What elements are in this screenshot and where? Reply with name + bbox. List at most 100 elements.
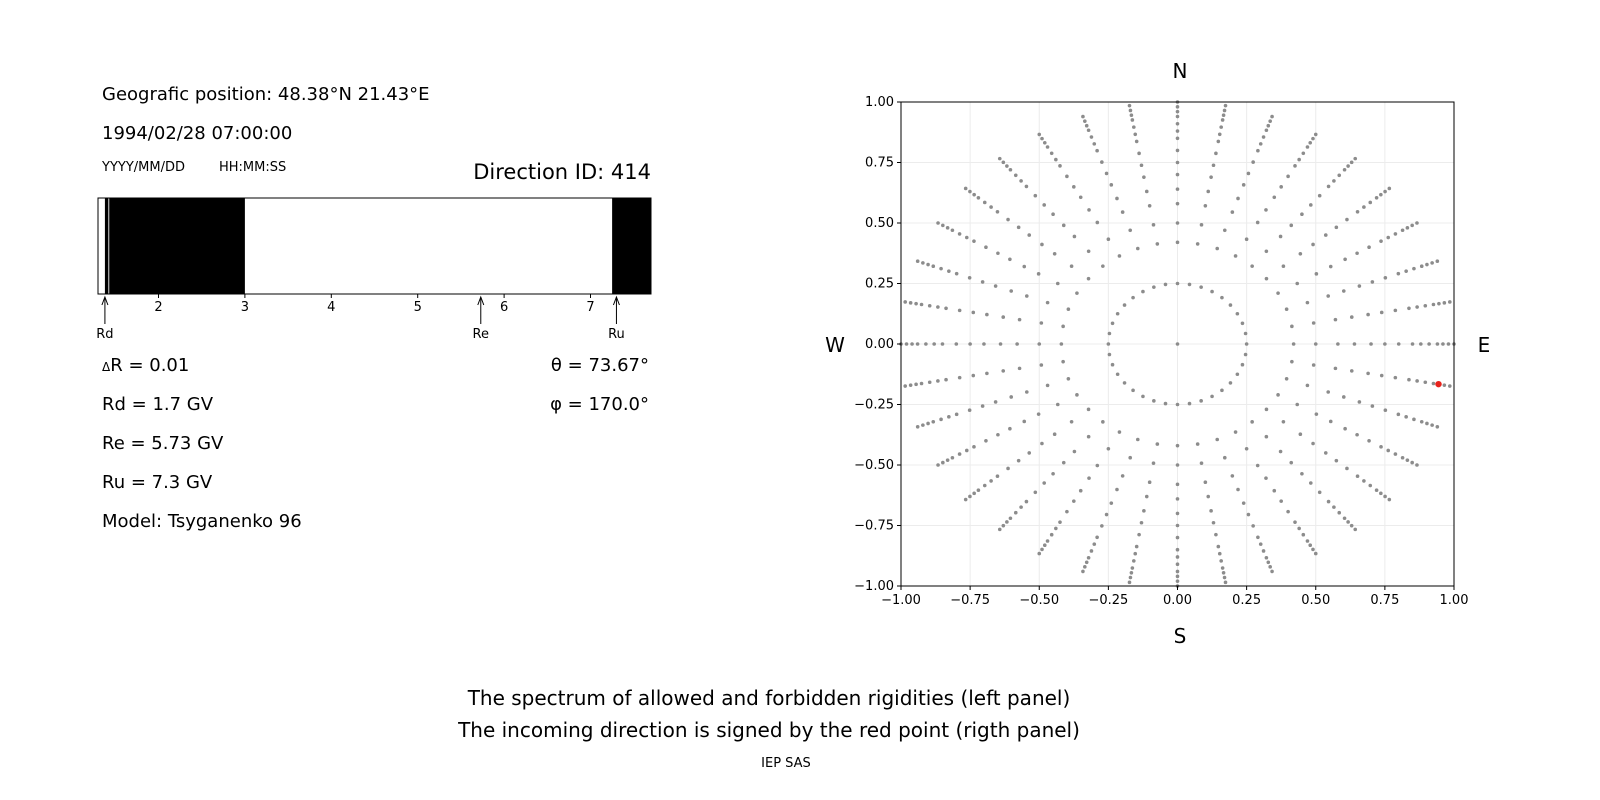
- direction-point: [1410, 342, 1415, 346]
- incoming-direction-point: [1435, 380, 1442, 388]
- direction-point: [1353, 156, 1358, 161]
- direction-point: [1052, 432, 1057, 437]
- direction-point: [1203, 203, 1208, 208]
- direction-point: [1027, 233, 1032, 237]
- direction-point: [1095, 463, 1100, 468]
- compass-north: N: [1173, 59, 1188, 83]
- direction-point: [1222, 108, 1227, 113]
- direction-point: [919, 381, 924, 386]
- theta-value: θ = 73.67°: [550, 355, 649, 376]
- direction-point: [1415, 379, 1419, 383]
- direction-point: [1086, 128, 1091, 133]
- direction-point: [919, 302, 924, 307]
- direction-point: [1122, 381, 1127, 385]
- direction-point: [1175, 574, 1180, 579]
- direction-point: [1217, 551, 1222, 556]
- direction-point: [1081, 114, 1085, 119]
- direction-point: [1311, 547, 1315, 552]
- direction-point: [1058, 164, 1062, 168]
- direction-point: [932, 342, 936, 346]
- direction-point: [1244, 237, 1249, 242]
- direction-point: [1045, 383, 1050, 388]
- direction-point: [1228, 303, 1233, 307]
- direction-point: [1243, 352, 1248, 357]
- direction-point: [1211, 520, 1216, 525]
- time-format-label: HH:MM:SS: [219, 160, 287, 175]
- direction-point: [1236, 196, 1240, 201]
- direction-point: [1036, 412, 1041, 416]
- direction-point: [1137, 151, 1141, 156]
- marker-label-Rd: Rd: [96, 327, 113, 342]
- direction-point: [1131, 388, 1135, 393]
- direction-point: [1061, 223, 1066, 228]
- direction-point: [1127, 103, 1132, 108]
- direction-point: [1175, 342, 1180, 346]
- direction-point: [1276, 393, 1280, 397]
- direction-point: [1337, 510, 1342, 515]
- direction-point: [1005, 520, 1009, 524]
- direction-point: [1369, 342, 1373, 346]
- direction-point: [1387, 497, 1392, 502]
- direction-point: [1051, 212, 1055, 217]
- direction-point: [1106, 446, 1111, 451]
- direction-point: [947, 415, 951, 419]
- direction-point: [1425, 421, 1429, 426]
- direction-point: [1284, 307, 1289, 312]
- direction-point: [1386, 235, 1391, 240]
- direction-point: [954, 412, 959, 417]
- direction-point: [1133, 551, 1138, 556]
- direction-point: [1005, 164, 1009, 168]
- direction-point: [1222, 455, 1227, 460]
- direction-point: [1049, 532, 1054, 537]
- direction-point: [1286, 509, 1290, 514]
- spectrum-tick-label: 2: [154, 300, 162, 315]
- direction-point: [1078, 195, 1083, 200]
- direction-point: [1175, 482, 1180, 487]
- direction-point: [1045, 300, 1050, 305]
- marker-arrowhead-Rd: [101, 295, 109, 306]
- direction-point: [1270, 569, 1274, 574]
- direction-point: [1313, 132, 1318, 137]
- direction-point: [1009, 395, 1014, 399]
- direction-point: [1341, 289, 1346, 293]
- direction-point: [1042, 543, 1047, 547]
- direction-point: [1066, 376, 1071, 381]
- direction-point: [1255, 220, 1260, 225]
- direction-point: [903, 300, 908, 304]
- direction-point: [1175, 562, 1180, 567]
- direction-point: [1008, 257, 1012, 262]
- direction-point: [1008, 516, 1013, 521]
- compass-east: E: [1478, 333, 1491, 357]
- ru-value: Ru = 7.3 GV: [102, 472, 213, 493]
- direction-point: [984, 439, 988, 443]
- direction-point: [1326, 499, 1331, 504]
- delta-symbol: Δ: [102, 360, 111, 374]
- direction-point: [1386, 448, 1391, 453]
- direction-point: [1349, 160, 1354, 165]
- direction-point: [1272, 195, 1277, 200]
- direction-point: [1092, 142, 1097, 146]
- direction-point: [1415, 305, 1419, 309]
- direction-point: [995, 209, 1000, 214]
- direction-point: [1024, 499, 1029, 504]
- direction-point: [1251, 524, 1255, 528]
- direction-point: [1022, 264, 1027, 269]
- direction-point: [1332, 505, 1336, 509]
- direction-point: [1410, 223, 1414, 228]
- direction-point: [1086, 407, 1091, 412]
- direction-point: [968, 494, 972, 499]
- direction-point: [1092, 542, 1097, 546]
- direction-point: [903, 384, 908, 388]
- direction-point: [1132, 559, 1136, 563]
- direction-point: [1019, 179, 1023, 183]
- marker-arrowhead-Re: [477, 295, 485, 306]
- direction-point: [921, 423, 925, 427]
- direction-point: [1151, 461, 1156, 465]
- direction-point: [1301, 151, 1306, 156]
- direction-scatter-chart: −1.00 −0.75 −0.50 −0.25 0.00 0.25 0.50 0.75 1.00…: [825, 59, 1491, 648]
- direction-point: [1061, 359, 1065, 364]
- direction-point: [1256, 535, 1260, 540]
- direction-point: [1013, 510, 1018, 515]
- direction-point: [1313, 551, 1318, 556]
- scatter-points: [899, 100, 1456, 588]
